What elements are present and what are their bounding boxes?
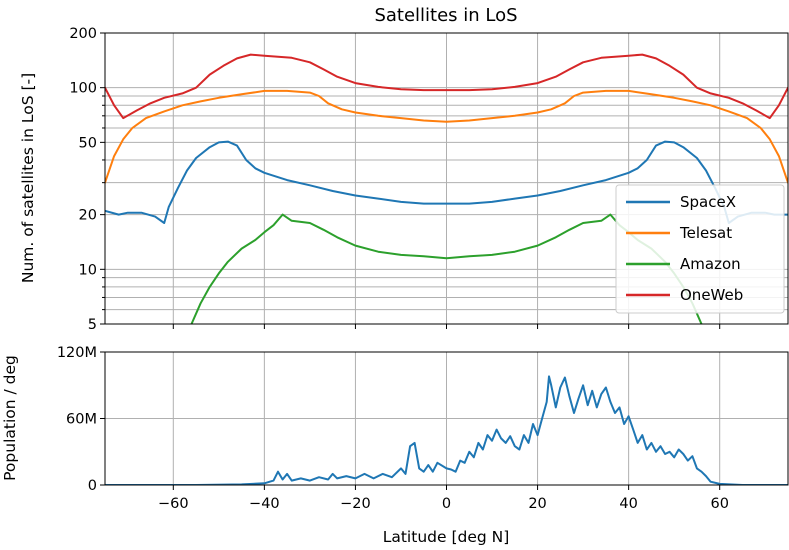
population-y-ticks: 0 60M 120M — [57, 345, 105, 494]
population-x-tick-label: −20 — [340, 496, 371, 512]
population-x-tick-label: 20 — [528, 496, 546, 512]
legend-label-amazon: Amazon — [680, 255, 741, 273]
population-x-tick-label: −60 — [158, 496, 189, 512]
los-series-telesat — [105, 89, 788, 184]
population-x-tick-label: −40 — [249, 496, 280, 512]
los-series-spacex — [105, 140, 788, 224]
population-y-tick-label: 120M — [57, 345, 97, 361]
los-axes: 5 10 20 50 100 200 Satellites in LoS Num. of … — [19, 5, 789, 333]
population-series-group — [105, 375, 788, 485]
los-y-axis-label: Num. of satellites in LoS [-] — [19, 73, 37, 283]
los-y-tick-label: 200 — [69, 26, 97, 42]
los-legend: SpaceX Telesat Amazon OneWeb — [615, 184, 785, 314]
los-series-oneweb — [105, 53, 788, 120]
legend-label-oneweb: OneWeb — [680, 286, 743, 304]
los-series-group — [105, 53, 788, 324]
los-y-tick-label: 20 — [79, 208, 97, 224]
legend-label-spacex: SpaceX — [680, 193, 736, 211]
los-x-ticks — [172, 324, 721, 329]
los-chart-title: Satellites in LoS — [374, 5, 517, 26]
legend-label-telesat: Telesat — [679, 224, 732, 242]
los-y-tick-label: 50 — [79, 135, 97, 151]
population-axes: 0 60M 120M −60 −40 −20 0 20 40 60 Population / d… — [1, 345, 789, 546]
population-x-tick-label: 60 — [710, 496, 728, 512]
population-x-tick-label: 0 — [442, 496, 451, 512]
population-grid — [105, 351, 788, 486]
population-x-ticks: −60 −40 −20 0 20 40 60 — [158, 485, 729, 512]
population-x-tick-label: 40 — [619, 496, 637, 512]
los-y-tick-label: 10 — [79, 262, 97, 278]
population-series-line — [105, 375, 788, 485]
population-x-axis-label: Latitude [deg N] — [383, 528, 510, 546]
los-y-ticks: 5 10 20 50 100 200 — [69, 26, 105, 333]
los-y-tick-label: 5 — [88, 317, 97, 333]
population-y-axis-label: Population / deg — [1, 355, 19, 481]
los-y-tick-label: 100 — [69, 81, 97, 97]
legend-box — [615, 184, 785, 314]
population-y-tick-label: 0 — [88, 478, 97, 494]
population-y-tick-label: 60M — [66, 412, 97, 428]
